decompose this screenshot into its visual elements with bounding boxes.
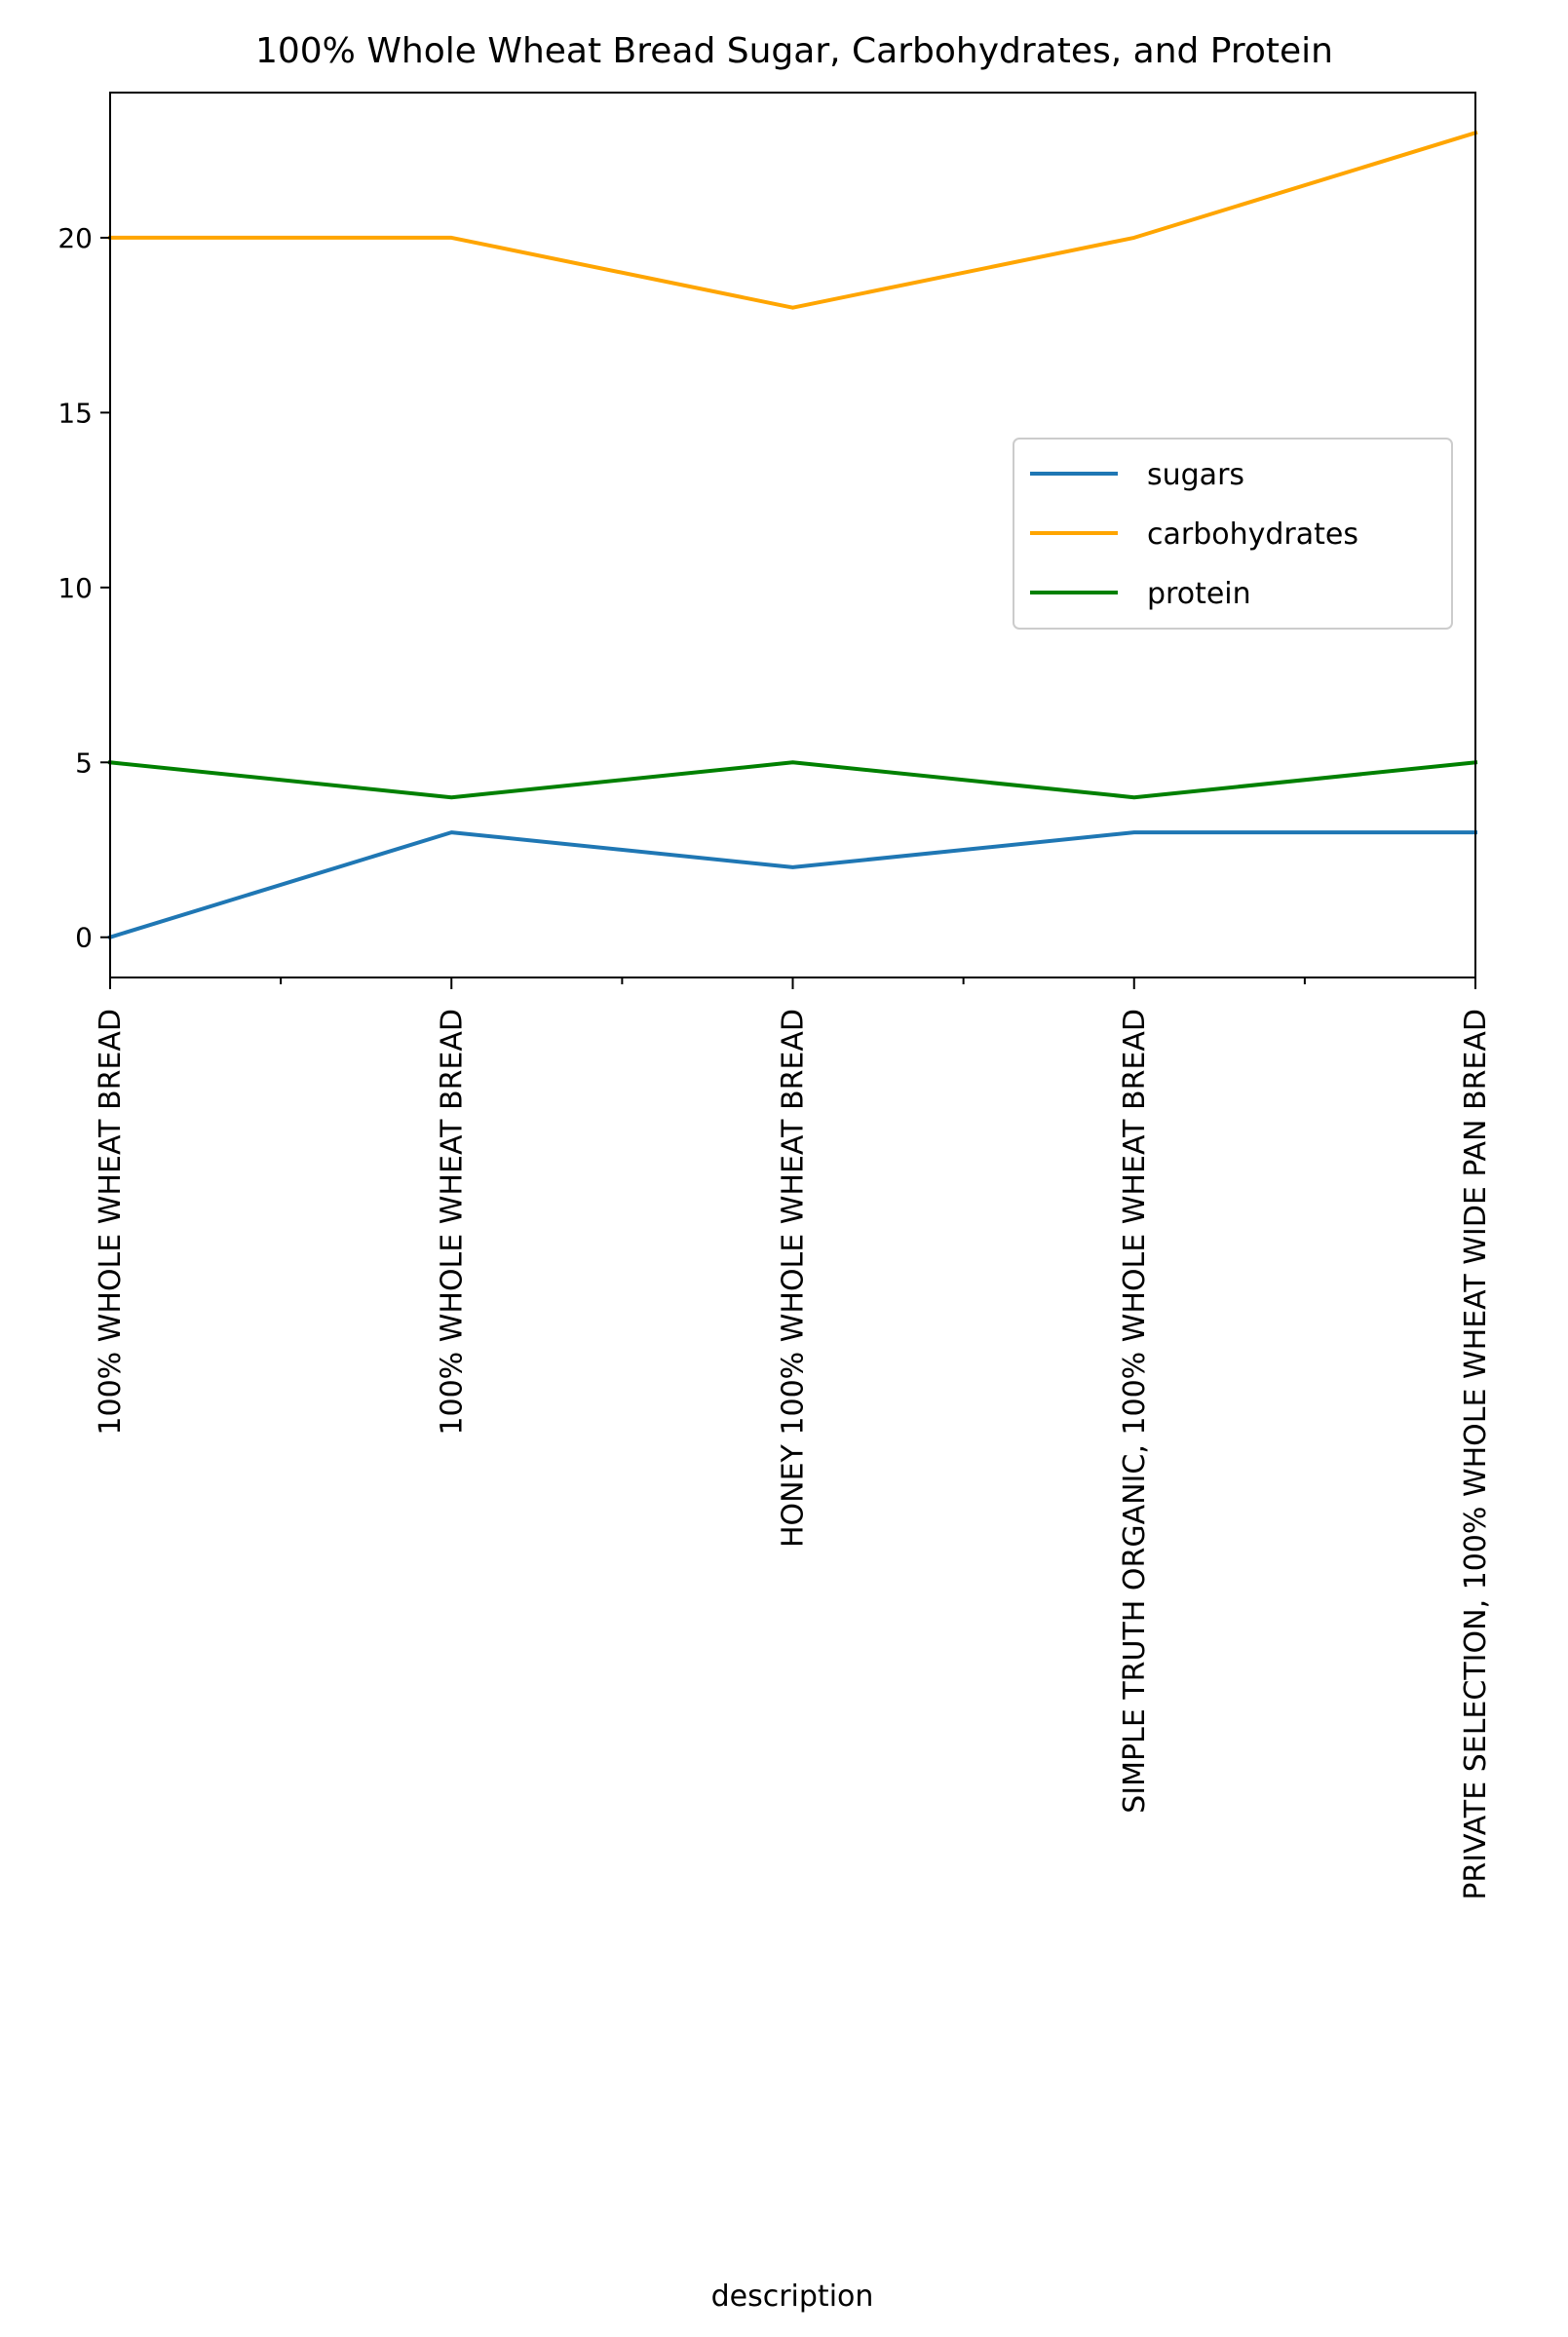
y-tick-label: 0 (75, 922, 93, 954)
series-line-sugars (107, 830, 1477, 940)
x-axis: 100% WHOLE WHEAT BREAD 100% WHOLE WHEAT B… (94, 977, 1493, 1900)
x-tick-label: SIMPLE TRUTH ORGANIC, 100% WHOLE WHEAT B… (1118, 1009, 1152, 1814)
x-axis-label: description (711, 2280, 874, 2314)
y-tick-label: 20 (57, 222, 93, 254)
series-line-carbohydrates (108, 130, 1478, 310)
legend-label-carbohydrates: carbohydrates (1147, 517, 1358, 552)
legend-label-protein: protein (1147, 577, 1251, 611)
legend: sugars carbohydrates protein (1013, 438, 1453, 630)
series-layer (107, 130, 1478, 940)
x-tick-label: 100% WHOLE WHEAT BREAD (94, 1009, 128, 1436)
y-tick-label: 15 (57, 397, 93, 429)
y-axis: 0 5 10 15 20 (57, 222, 110, 954)
chart-title: 100% Whole Wheat Bread Sugar, Carbohydra… (255, 31, 1333, 71)
x-tick-label: PRIVATE SELECTION, 100% WHOLE WHEAT WIDE… (1459, 1009, 1493, 1900)
y-tick-label: 5 (75, 747, 93, 779)
x-tick-label: 100% WHOLE WHEAT BREAD (435, 1009, 469, 1436)
x-tick-label: HONEY 100% WHOLE WHEAT BREAD (777, 1009, 811, 1548)
legend-label-sugars: sugars (1147, 458, 1244, 492)
y-tick-label: 10 (57, 572, 93, 604)
legend-box (1013, 438, 1453, 630)
series-line-protein (107, 760, 1478, 800)
